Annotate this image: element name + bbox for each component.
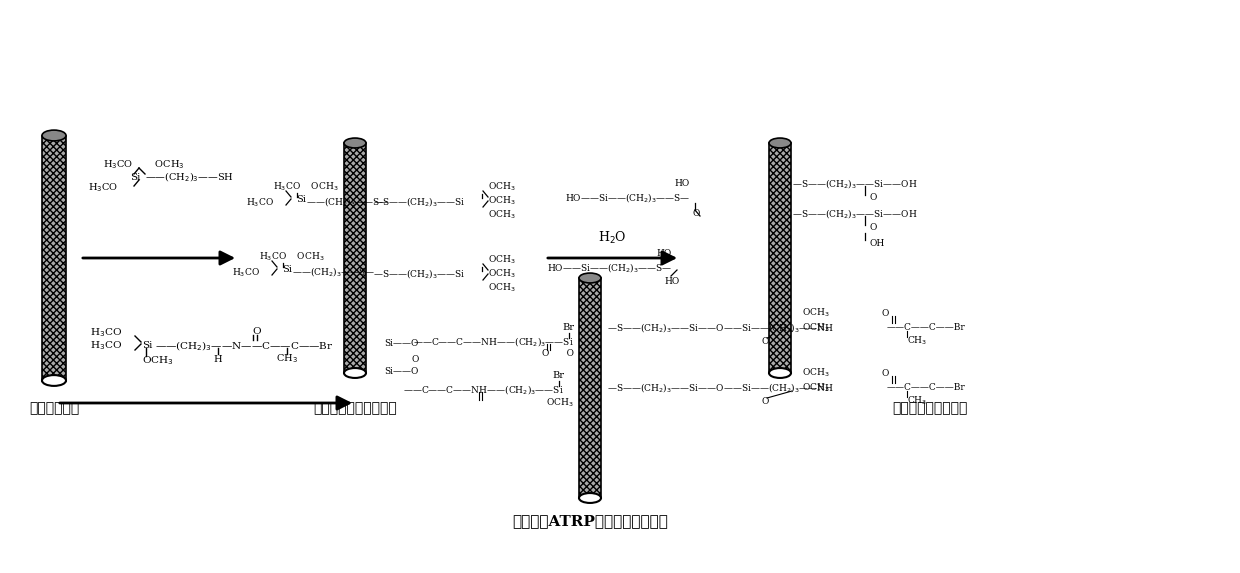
Ellipse shape	[42, 130, 66, 141]
Bar	[42, 135, 66, 380]
Text: O: O	[870, 223, 878, 233]
Text: CH$_3$: CH$_3$	[906, 395, 928, 407]
Text: O: O	[882, 308, 889, 317]
Text: 表面键合硅烷不锈钑丝: 表面键合硅烷不锈钑丝	[314, 401, 397, 415]
Text: Si——O: Si——O	[384, 367, 419, 376]
Text: OCH$_3$: OCH$_3$	[489, 180, 516, 193]
Text: ——(CH$_2$)$_3$——S—: ——(CH$_2$)$_3$——S—	[291, 265, 376, 277]
Text: HO: HO	[657, 249, 672, 257]
Text: H$_3$CO: H$_3$CO	[91, 327, 122, 339]
Text: OCH$_3$: OCH$_3$	[133, 159, 185, 171]
Text: OCH$_3$: OCH$_3$	[489, 254, 516, 266]
Text: HO: HO	[665, 277, 680, 286]
Text: H$_3$CO: H$_3$CO	[103, 159, 133, 171]
Text: O: O	[763, 336, 769, 346]
Text: OCH$_3$: OCH$_3$	[489, 209, 516, 221]
Text: O      O: O O	[542, 350, 574, 359]
Text: Br: Br	[562, 324, 574, 332]
Text: 镀銀不锈钑丝: 镀銀不锈钑丝	[29, 401, 79, 415]
Ellipse shape	[343, 138, 366, 148]
Text: H$_2$O: H$_2$O	[598, 230, 626, 246]
Text: ——(CH$_2$)$_3$——S—: ——(CH$_2$)$_3$——S—	[306, 194, 389, 207]
Text: O: O	[412, 355, 419, 364]
Text: ——(CH$_2$)$_3$——N——C——C——Br: ——(CH$_2$)$_3$——N——C——C——Br	[155, 339, 334, 353]
Text: O: O	[882, 368, 889, 378]
Text: Si: Si	[296, 195, 306, 205]
Text: HO——Si——(CH$_2$)$_3$——S—: HO——Si——(CH$_2$)$_3$——S—	[547, 261, 672, 274]
Ellipse shape	[42, 375, 66, 386]
Text: H: H	[213, 355, 222, 363]
Text: CH$_3$: CH$_3$	[906, 335, 928, 347]
Text: OCH$_3$: OCH$_3$	[547, 397, 574, 409]
Text: 表面羟基化不锈钑丝: 表面羟基化不锈钑丝	[893, 401, 967, 415]
Text: OCH$_3$: OCH$_3$	[489, 282, 516, 295]
Text: OCH$_3$: OCH$_3$	[802, 307, 830, 319]
Text: Si: Si	[281, 265, 291, 274]
Text: OCH$_3$: OCH$_3$	[802, 322, 830, 334]
Text: CH$_3$: CH$_3$	[277, 352, 298, 366]
Text: H$_3$CO: H$_3$CO	[246, 197, 274, 209]
Text: HO: HO	[675, 179, 689, 187]
Text: ——(CH$_2$)$_3$——SH: ——(CH$_2$)$_3$——SH	[145, 170, 234, 184]
Text: O: O	[693, 209, 701, 218]
Text: Si: Si	[143, 342, 153, 351]
Text: O: O	[870, 194, 878, 202]
Ellipse shape	[579, 493, 601, 503]
Text: ——C——C——NH——(CH$_2$)$_3$——Si: ——C——C——NH——(CH$_2$)$_3$——Si	[413, 335, 574, 347]
Text: Si: Si	[130, 172, 140, 182]
Ellipse shape	[769, 368, 791, 378]
Bar	[769, 143, 791, 373]
Text: Si——O: Si——O	[384, 339, 419, 348]
Text: H$_3$CO: H$_3$CO	[232, 267, 260, 279]
Text: ——C——C——Br: ——C——C——Br	[887, 383, 966, 393]
Text: OCH$_3$: OCH$_3$	[489, 195, 516, 207]
Text: ——C——C——NH——(CH$_2$)$_3$——Si: ——C——C——NH——(CH$_2$)$_3$——Si	[403, 383, 564, 395]
Text: H$_3$CO    OCH$_3$: H$_3$CO OCH$_3$	[259, 251, 325, 263]
Text: —S——(CH$_2$)$_3$——Si: —S——(CH$_2$)$_3$——Si	[373, 268, 465, 281]
Text: H$_3$CO: H$_3$CO	[88, 182, 118, 194]
Text: O: O	[253, 327, 262, 336]
Text: H$_3$CO    OCH$_3$: H$_3$CO OCH$_3$	[273, 180, 339, 193]
Text: —S——(CH$_2$)$_3$——Si——O——Si——(CH$_2$)$_3$——NH: —S——(CH$_2$)$_3$——Si——O——Si——(CH$_2$)$_3…	[608, 382, 833, 394]
Text: 表面键合ATRP引发位点不锈钑丝: 表面键合ATRP引发位点不锈钑丝	[512, 514, 668, 528]
Text: O: O	[763, 397, 769, 406]
Text: HO——Si——(CH$_2$)$_3$——S—: HO——Si——(CH$_2$)$_3$——S—	[564, 191, 689, 205]
Bar	[343, 143, 366, 373]
Text: —S——(CH$_2$)$_3$——Si——OH: —S——(CH$_2$)$_3$——Si——OH	[792, 206, 918, 219]
Bar	[579, 278, 601, 498]
Text: —S——(CH$_2$)$_3$——Si: —S——(CH$_2$)$_3$——Si	[373, 194, 465, 207]
Text: —S——(CH$_2$)$_3$——Si——O——Si——(CH$_2$)$_3$——NH: —S——(CH$_2$)$_3$——Si——O——Si——(CH$_2$)$_3…	[608, 321, 833, 335]
Text: OCH$_3$: OCH$_3$	[143, 355, 174, 367]
Text: OCH$_3$: OCH$_3$	[802, 367, 830, 379]
Text: Br: Br	[552, 371, 564, 380]
Ellipse shape	[343, 368, 366, 378]
Ellipse shape	[579, 273, 601, 283]
Text: OCH$_3$: OCH$_3$	[489, 268, 516, 280]
Text: OCH$_3$: OCH$_3$	[802, 382, 830, 394]
Text: OH: OH	[870, 238, 885, 248]
Text: ——C——C——Br: ——C——C——Br	[887, 324, 966, 332]
Text: H$_3$CO: H$_3$CO	[91, 340, 122, 352]
Ellipse shape	[769, 138, 791, 148]
Text: —S——(CH$_2$)$_3$——Si——OH: —S——(CH$_2$)$_3$——Si——OH	[792, 176, 918, 190]
